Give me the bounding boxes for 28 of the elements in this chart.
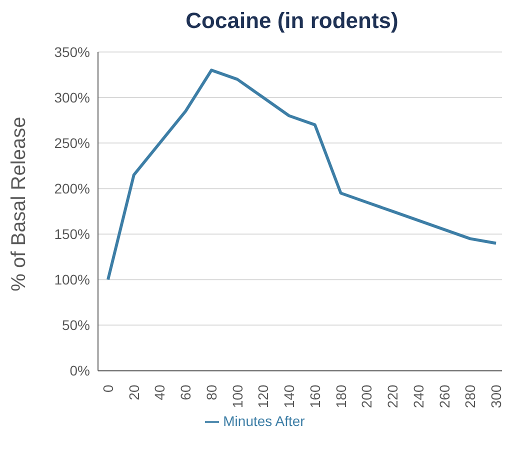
- legend-label: Minutes After: [223, 412, 305, 429]
- y-tick-label: 50%: [62, 317, 90, 334]
- x-tick-label: 260: [436, 384, 452, 408]
- y-tick-label: 250%: [54, 135, 90, 152]
- x-tick-label: 100: [229, 384, 246, 408]
- y-tick-label: 0%: [70, 362, 90, 379]
- chart-title: Cocaine (in rodents): [184, 8, 400, 34]
- x-tick-label: 300: [488, 384, 504, 408]
- x-tick-label: 280: [462, 384, 478, 408]
- x-tick-label: 0: [100, 384, 116, 392]
- y-tick-label: 200%: [54, 180, 90, 197]
- x-tick-label: 80: [203, 384, 220, 400]
- x-tick-label: 140: [281, 384, 298, 408]
- y-axis-title: % of Basal Release: [8, 116, 30, 292]
- x-tick-label: 60: [178, 384, 194, 400]
- line-series: [106, 68, 498, 282]
- x-tick-label: 160: [306, 384, 323, 408]
- x-tick-label: 240: [410, 384, 426, 408]
- x-tick-label: 40: [152, 384, 168, 400]
- x-tick-label: 120: [255, 384, 272, 408]
- x-tick-label: 220: [384, 384, 401, 408]
- y-tick-label: 300%: [54, 90, 90, 106]
- x-tick-label: 20: [126, 384, 142, 400]
- x-tick-label: 200: [358, 384, 375, 408]
- y-tick-label: 350%: [54, 44, 90, 60]
- y-tick-label: 150%: [54, 226, 90, 242]
- y-tick-label: 100%: [54, 272, 90, 288]
- x-tick-label: 180: [332, 384, 349, 408]
